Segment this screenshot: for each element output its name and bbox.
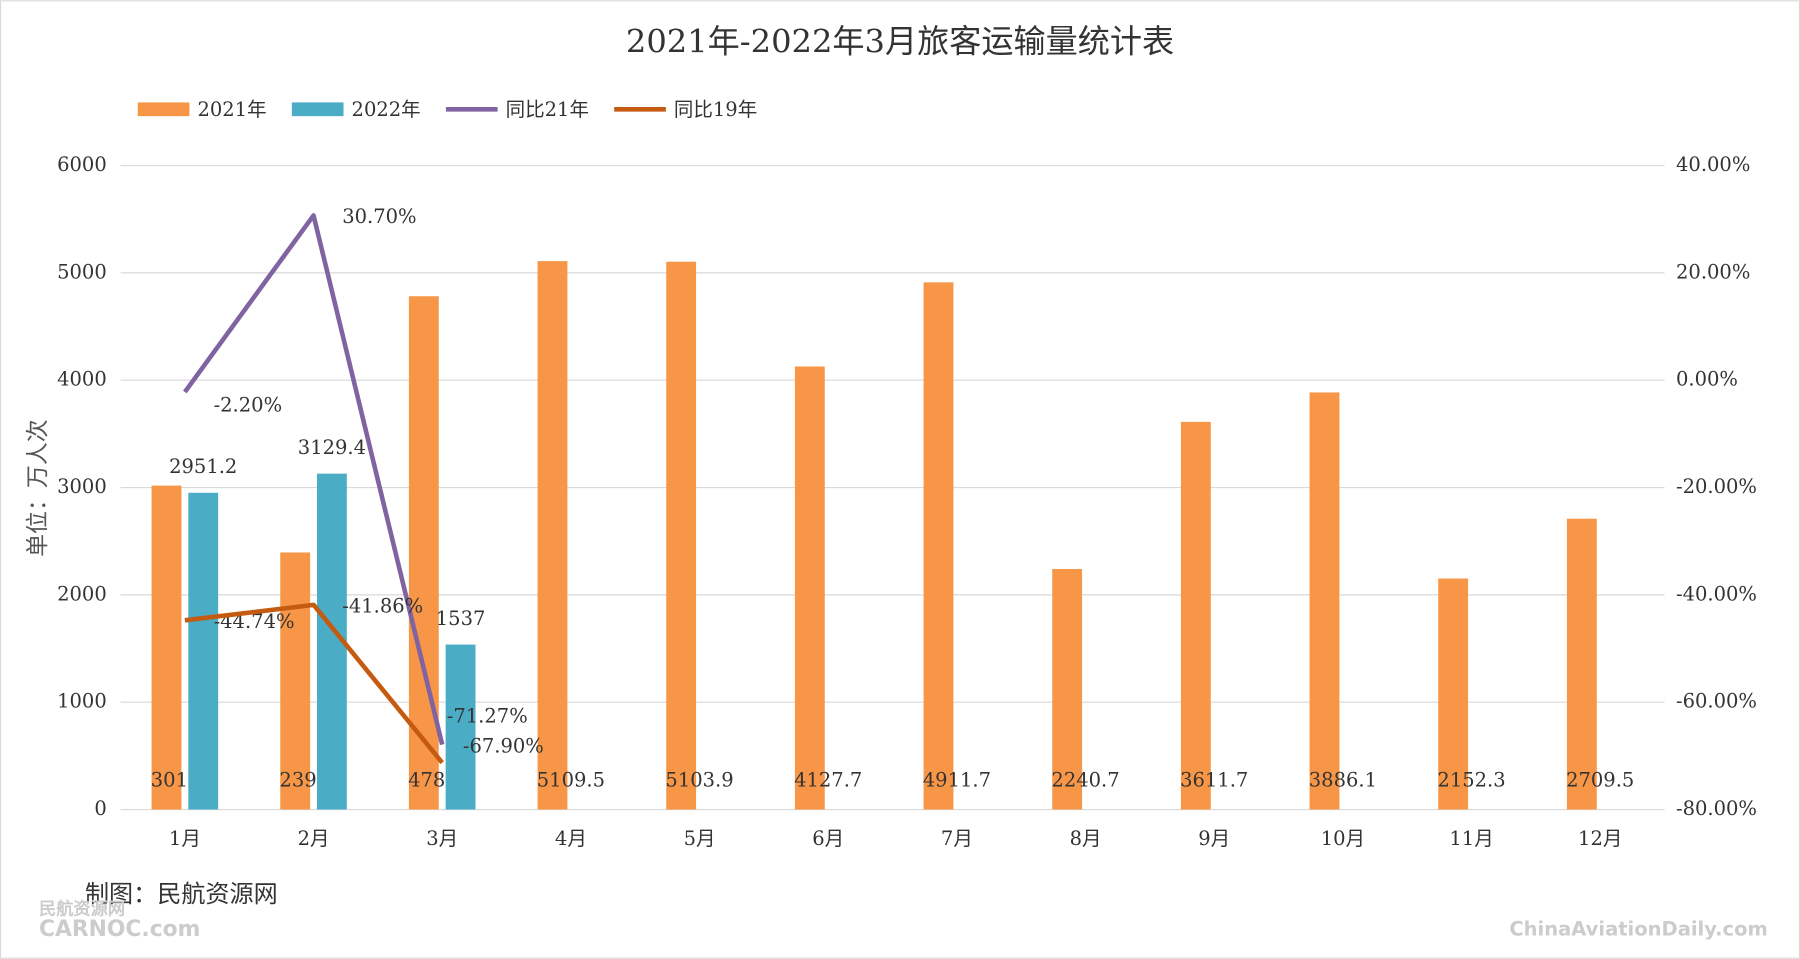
y2-tick-label: -20.00% bbox=[1676, 475, 1757, 498]
data-label: -2.20% bbox=[214, 393, 283, 416]
y-tick-label: 2000 bbox=[57, 582, 107, 605]
data-label: 1537 bbox=[436, 607, 486, 630]
legend-swatch bbox=[137, 102, 190, 117]
watermark: 民航资源网 bbox=[39, 898, 125, 919]
bar bbox=[445, 644, 476, 810]
data-label: 3611.7 bbox=[1180, 768, 1248, 791]
x-tick-label: 5月 bbox=[684, 827, 716, 850]
data-label: -41.86% bbox=[342, 595, 423, 618]
watermark: CARNOC.com bbox=[39, 917, 200, 942]
bar bbox=[188, 492, 219, 810]
x-tick-label: 4月 bbox=[555, 827, 587, 850]
bar bbox=[1309, 392, 1340, 810]
legend-swatch bbox=[291, 102, 344, 117]
legend-label: 同比21年 bbox=[506, 98, 589, 121]
y2-tick-label: 40.00% bbox=[1676, 153, 1750, 176]
data-label: 2951.2 bbox=[169, 455, 237, 478]
footer: 制图：民航资源网 bbox=[85, 880, 278, 908]
x-tick-label: 12月 bbox=[1578, 827, 1622, 850]
x-tick-label: 6月 bbox=[812, 827, 844, 850]
bar bbox=[1566, 518, 1597, 810]
bar bbox=[151, 485, 182, 810]
data-label: -67.90% bbox=[463, 734, 544, 757]
data-label: 2152.3 bbox=[1437, 768, 1505, 791]
bar bbox=[1438, 578, 1469, 810]
data-label: 4127.7 bbox=[794, 768, 862, 791]
x-tick-label: 8月 bbox=[1070, 827, 1102, 850]
x-tick-label: 1月 bbox=[169, 827, 201, 850]
legend-label: 2022年 bbox=[352, 98, 421, 121]
bar bbox=[537, 261, 568, 810]
data-label: 5109.5 bbox=[537, 768, 605, 791]
bar bbox=[1180, 421, 1211, 810]
x-tick-label: 10月 bbox=[1321, 827, 1365, 850]
bar bbox=[1052, 569, 1083, 810]
y-tick-label: 5000 bbox=[57, 260, 107, 283]
x-tick-label: 9月 bbox=[1198, 827, 1230, 850]
bar bbox=[408, 296, 439, 810]
data-label: 2240.7 bbox=[1051, 768, 1119, 791]
x-tick-label: 7月 bbox=[941, 827, 973, 850]
y-tick-label: 4000 bbox=[57, 368, 107, 391]
bar bbox=[923, 282, 954, 810]
bar bbox=[280, 552, 311, 810]
y-tick-label: 1000 bbox=[57, 690, 107, 713]
y2-tick-label: 0.00% bbox=[1676, 368, 1738, 391]
line bbox=[184, 602, 444, 765]
y2-tick-label: -40.00% bbox=[1676, 582, 1757, 605]
data-label: -71.27% bbox=[447, 704, 528, 727]
data-label: 5103.9 bbox=[665, 768, 733, 791]
line bbox=[183, 213, 445, 746]
x-tick-label: 3月 bbox=[426, 827, 458, 850]
y-axis-label: 单位：万人次 bbox=[25, 419, 51, 557]
bar bbox=[794, 366, 825, 810]
y2-tick-label: 20.00% bbox=[1676, 260, 1750, 283]
chart-title: 2021年-2022年3月旅客运输量统计表 bbox=[626, 22, 1174, 60]
legend-label: 2021年 bbox=[197, 98, 266, 121]
data-label: 3129.4 bbox=[298, 436, 366, 459]
x-tick-label: 2月 bbox=[298, 827, 330, 850]
watermark: ChinaAviationDaily.com bbox=[1509, 918, 1767, 941]
legend-label: 同比19年 bbox=[674, 98, 757, 121]
y-tick-label: 0 bbox=[94, 797, 106, 820]
y2-tick-label: -80.00% bbox=[1676, 797, 1757, 820]
y2-tick-label: -60.00% bbox=[1676, 690, 1757, 713]
y-tick-label: 3000 bbox=[57, 475, 107, 498]
x-tick-label: 11月 bbox=[1449, 827, 1493, 850]
data-label: 4911.7 bbox=[923, 768, 991, 791]
data-label: 3886.1 bbox=[1309, 768, 1377, 791]
data-label: 2709.5 bbox=[1566, 768, 1634, 791]
y-tick-label: 6000 bbox=[57, 153, 107, 176]
bar bbox=[666, 261, 697, 810]
data-label: 30.70% bbox=[342, 205, 416, 228]
